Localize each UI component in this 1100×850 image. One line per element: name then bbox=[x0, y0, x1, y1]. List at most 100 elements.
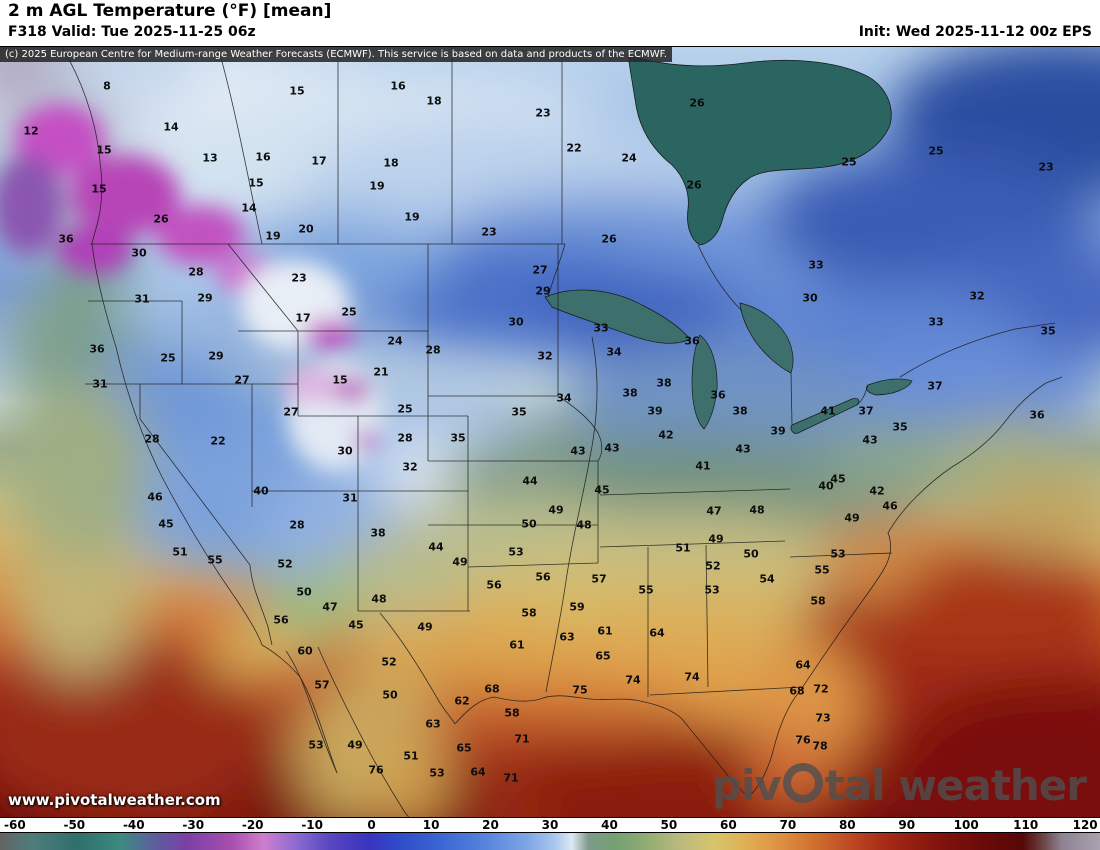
colorbar-tick-label: 100 bbox=[953, 818, 979, 832]
temp-label: 54 bbox=[759, 572, 775, 586]
temp-label: 30 bbox=[131, 246, 147, 260]
temp-label: 23 bbox=[1038, 160, 1054, 174]
logo-text-suffix: tal weather bbox=[824, 761, 1087, 810]
temp-label: 35 bbox=[511, 405, 527, 419]
temp-label: 31 bbox=[134, 292, 150, 306]
temp-label: 28 bbox=[144, 432, 160, 446]
colorbar-tick-label: 30 bbox=[541, 818, 559, 832]
temp-label: 17 bbox=[295, 311, 311, 325]
temp-label: 15 bbox=[248, 176, 264, 190]
colorbar-tick-label: 90 bbox=[898, 818, 916, 832]
temp-label: 74 bbox=[684, 670, 700, 684]
temp-label: 38 bbox=[732, 404, 748, 418]
temp-label: 13 bbox=[202, 151, 218, 165]
temp-label: 19 bbox=[369, 179, 385, 193]
temp-label: 45 bbox=[594, 483, 610, 497]
temp-label: 37 bbox=[858, 404, 874, 418]
colorbar-tick-label: 50 bbox=[660, 818, 678, 832]
temp-label: 36 bbox=[684, 334, 700, 348]
temp-label: 27 bbox=[234, 373, 250, 387]
temp-label: 35 bbox=[450, 431, 466, 445]
temp-label: 29 bbox=[535, 284, 551, 298]
temp-label: 33 bbox=[593, 321, 609, 335]
valid-time-label: F318 Valid: Tue 2025-11-25 06z bbox=[8, 24, 256, 40]
temp-label: 36 bbox=[58, 232, 74, 246]
temp-label: 30 bbox=[337, 444, 353, 458]
page-title: 2 m AGL Temperature (°F) [mean] bbox=[8, 1, 332, 21]
temp-label: 56 bbox=[273, 613, 289, 627]
temp-label: 23 bbox=[291, 271, 307, 285]
temp-label: 31 bbox=[92, 377, 108, 391]
temp-label: 50 bbox=[743, 547, 759, 561]
temp-label: 45 bbox=[348, 618, 364, 632]
temp-label: 53 bbox=[508, 545, 524, 559]
colorbar-tick-label: 80 bbox=[838, 818, 856, 832]
temp-label: 49 bbox=[347, 738, 363, 752]
colorbar-legend: -60 -50 -40 -30 -20 -10 0 10 20 30 40 50 60 70 80 90 100… bbox=[0, 818, 1100, 850]
temp-label: 58 bbox=[521, 606, 537, 620]
temp-label: 44 bbox=[428, 540, 444, 554]
temp-label: 42 bbox=[869, 484, 885, 498]
temp-label: 36 bbox=[1029, 408, 1045, 422]
temp-label: 55 bbox=[814, 563, 830, 577]
temp-label: 22 bbox=[566, 141, 582, 155]
temp-label: 62 bbox=[454, 694, 470, 708]
temp-label: 59 bbox=[569, 600, 585, 614]
temp-label: 63 bbox=[559, 630, 575, 644]
temp-label: 24 bbox=[621, 151, 637, 165]
temp-label: 42 bbox=[658, 428, 674, 442]
temp-label: 60 bbox=[297, 644, 313, 658]
temp-label: 43 bbox=[570, 444, 586, 458]
temp-label: 21 bbox=[373, 365, 389, 379]
temp-label: 58 bbox=[504, 706, 520, 720]
temp-label: 49 bbox=[452, 555, 468, 569]
temp-label: 39 bbox=[647, 404, 663, 418]
colorbar-tick-label: 120 bbox=[1072, 818, 1098, 832]
temp-label: 43 bbox=[604, 441, 620, 455]
temp-label: 23 bbox=[535, 106, 551, 120]
temp-label: 29 bbox=[208, 349, 224, 363]
temp-label: 12 bbox=[23, 124, 39, 138]
temp-label: 36 bbox=[89, 342, 105, 356]
temp-label: 16 bbox=[390, 79, 406, 93]
temp-label: 76 bbox=[795, 733, 811, 747]
temp-label: 51 bbox=[403, 749, 419, 763]
temp-label: 75 bbox=[572, 683, 588, 697]
temp-label: 19 bbox=[265, 229, 281, 243]
temperature-labels-layer: 8 15 16 18 23 26 12 14 15 13 16 17 18 22 24 25 23 15 15 19 2… bbox=[0, 47, 1100, 817]
temp-label: 26 bbox=[601, 232, 617, 246]
temp-label: 46 bbox=[147, 490, 163, 504]
temp-label: 25 bbox=[928, 144, 944, 158]
copyright-bar: (c) 2025 European Centre for Medium-rang… bbox=[0, 47, 672, 62]
temp-label: 33 bbox=[808, 258, 824, 272]
temp-label: 64 bbox=[470, 765, 486, 779]
temp-label: 39 bbox=[770, 424, 786, 438]
init-time-label: Init: Wed 2025-11-12 00z EPS bbox=[858, 24, 1092, 40]
great-lakes-shapes bbox=[544, 289, 913, 434]
temp-label: 52 bbox=[277, 557, 293, 571]
temp-label: 31 bbox=[342, 491, 358, 505]
temp-label: 27 bbox=[532, 263, 548, 277]
temp-label: 50 bbox=[296, 585, 312, 599]
colorbar-ticks: -60 -50 -40 -30 -20 -10 0 10 20 30 40 50 60 70 80 90 100… bbox=[0, 818, 1100, 832]
temp-label: 28 bbox=[397, 431, 413, 445]
temp-label: 32 bbox=[402, 460, 418, 474]
temp-label: 35 bbox=[892, 420, 908, 434]
temp-label: 24 bbox=[387, 334, 403, 348]
temp-label: 78 bbox=[812, 739, 828, 753]
temp-label: 29 bbox=[197, 291, 213, 305]
temp-label: 47 bbox=[706, 504, 722, 518]
temp-label: 49 bbox=[844, 511, 860, 525]
temp-label: 49 bbox=[548, 503, 564, 517]
temp-label: 23 bbox=[481, 225, 497, 239]
temp-label: 57 bbox=[314, 678, 330, 692]
map-canvas[interactable]: (c) 2025 European Centre for Medium-rang… bbox=[0, 46, 1100, 818]
temp-label: 15 bbox=[332, 373, 348, 387]
temp-label: 15 bbox=[91, 182, 107, 196]
logo-text-prefix: piv bbox=[711, 761, 782, 810]
temp-label: 34 bbox=[606, 345, 622, 359]
temp-label: 16 bbox=[255, 150, 271, 164]
temp-label: 48 bbox=[576, 518, 592, 532]
temp-label: 30 bbox=[508, 315, 524, 329]
